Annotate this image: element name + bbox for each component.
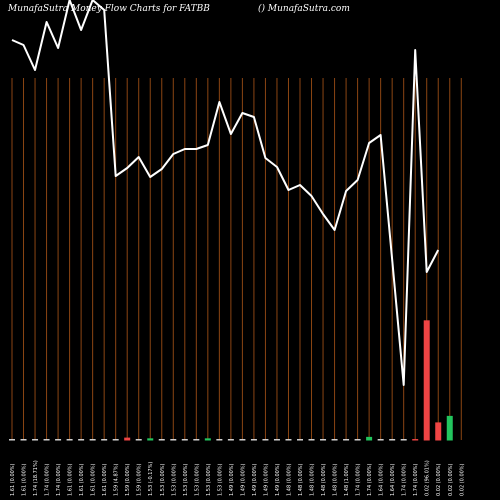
x-tick-label: 1.74 (0.00%) [402,463,408,496]
x-tick-label: 0.02 (0.00%) [448,463,454,496]
x-tick-label: 1.48 (0.00%) [333,463,339,496]
x-tick-label: 1.53 (0.00%) [194,463,200,496]
bar [273,439,280,441]
bar [101,439,108,441]
bar [285,439,292,441]
bar [32,439,39,441]
x-tick-label: 1.53 (0.00%) [171,463,177,496]
bar [147,438,154,441]
x-tick-label: 1.49 (0.00%) [263,463,269,496]
bar [377,439,384,441]
bar [389,439,396,441]
x-tick-label: 0.02 (0.00%) [459,463,465,496]
x-tick-label: 1.64 (0.00%) [390,463,396,496]
bar [170,439,177,441]
bar [423,320,430,441]
bar [435,422,442,441]
x-tick-label: 1.48 (0.00%) [321,463,327,496]
bar [135,439,142,441]
x-tick-label: 1.53 (-0.17%) [148,462,154,496]
bar [446,415,453,441]
bar [400,439,407,441]
bar [354,439,361,441]
x-tick-label: 1.48 (0.00%) [298,463,304,496]
bar [227,439,234,441]
bar [89,439,96,441]
grid-lines [11,78,462,440]
bar-series [9,320,453,441]
bar [250,439,257,441]
x-tick-label: 1.49 (0.00%) [240,463,246,496]
x-tick-label: 1.61 (0.00%) [102,463,108,496]
x-tick-label: 1.74 (0.00%) [45,463,51,496]
x-tick-label: 1.61 (0.00%) [91,463,97,496]
bar [43,439,50,441]
x-tick-label: 1.48 (1.00%) [344,463,350,496]
x-tick-label: 1.49 (0.00%) [229,463,235,496]
x-tick-label: 1.74 (0.00%) [56,463,62,496]
x-tick-label: 1.59 (0.00%) [137,463,143,496]
bar [112,439,119,441]
bar [331,439,338,441]
x-tick-label: 1.64 (0.00%) [379,463,385,496]
bar [412,439,419,441]
bar [239,439,246,441]
bar [343,439,350,441]
x-tick-label: 0.02 (96.01%) [425,460,431,496]
x-tick-label: 1.74 (18.71%) [33,460,39,496]
x-tick-label: 1.74 (0.00%) [356,463,362,496]
bar [9,439,15,441]
x-tick-label: 1.61 (0.00%) [10,463,16,496]
chart-title: MunafaSutra Money Flow Charts for FATBB [8,4,210,14]
bar [55,439,62,441]
chart-subtitle: () MunafaSutra.com [258,4,350,14]
x-tick-label: 1.74 (0.00%) [413,463,419,496]
bar [308,439,315,441]
x-tick-label: 1.61 (0.00%) [68,463,74,496]
bar [366,436,373,441]
x-tick-label: 1.49 (0.00%) [275,463,281,496]
money-flow-line [11,0,440,386]
bar [124,437,131,441]
x-tick-label: 1.74 (0.00%) [367,463,373,496]
x-tick-label: 0.02 (0.00%) [436,463,442,496]
bar [193,439,200,441]
bar [66,439,73,441]
bar [204,438,211,441]
x-tick-label: 1.53 (0.00%) [206,463,212,496]
x-tick-label: 1.53 (0.00%) [183,463,189,496]
x-tick-label: 1.61 (0.00%) [79,463,85,496]
x-tick-label: 1.49 (0.00%) [252,463,258,496]
x-tick-label: 1.53 (0.00%) [217,463,223,496]
x-tick-label: 1.61 (0.00%) [22,463,28,496]
x-tick-label: 1.48 (0.00%) [286,463,292,496]
x-tick-label: 1.48 (0.00%) [310,463,316,496]
x-tick-label: 1.53 (0.00%) [160,463,166,496]
bar [181,439,188,441]
x-tick-label: 1.59 (0.00%) [125,463,131,496]
bar [78,439,85,441]
bar [297,439,303,441]
bar [262,439,269,441]
bar [20,439,27,441]
x-tick-labels: 1.61 (0.00%) 1.61 (0.00%) 1.74 (18.71%) 1.7… [10,460,465,496]
bar [320,439,327,441]
x-tick-label: 1.59 (4.87%) [114,463,120,496]
bar [158,439,165,441]
bar [216,439,223,441]
